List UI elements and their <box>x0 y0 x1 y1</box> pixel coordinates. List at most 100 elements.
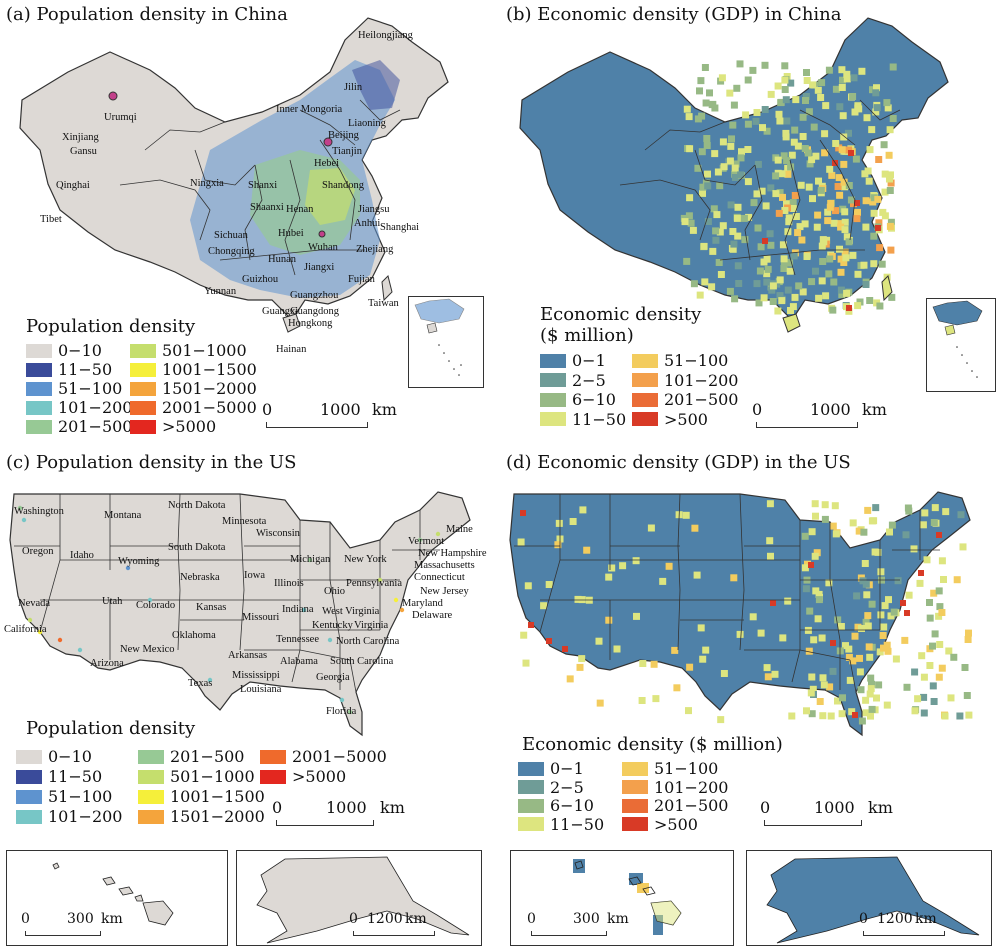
pop-spot <box>17 505 23 511</box>
china-label: Anhui <box>354 218 380 229</box>
econ-cell <box>868 600 876 608</box>
econ-cell <box>864 167 872 175</box>
econ-cell <box>860 261 868 269</box>
econ-cell <box>802 97 809 104</box>
econ-cell <box>829 522 837 530</box>
econ-cell <box>863 591 871 599</box>
pop-spot <box>27 617 33 623</box>
us-label: Vermont <box>408 536 444 547</box>
econ-cell <box>853 592 861 600</box>
econ-cell <box>709 100 717 108</box>
econ-cell <box>842 642 849 650</box>
econ-cell <box>633 612 640 620</box>
econ-cell <box>781 76 789 84</box>
econ-cell <box>759 124 766 132</box>
econ-cell <box>860 528 868 536</box>
econ-cell <box>883 701 891 709</box>
econ-cell <box>792 96 800 104</box>
econ-cell <box>799 288 807 296</box>
econ-cell <box>689 226 697 234</box>
econ-cell <box>847 196 855 204</box>
econ-cell <box>579 506 587 514</box>
econ-cell <box>813 223 821 231</box>
econ-cell <box>947 694 955 702</box>
econ-cell <box>709 247 717 255</box>
econ-cell <box>781 62 789 70</box>
pop-spot <box>339 697 345 703</box>
econ-cell <box>769 298 777 305</box>
econ-cell <box>931 630 939 638</box>
econ-cell <box>849 519 857 527</box>
econ-cell <box>763 270 771 278</box>
econ-cell <box>734 203 742 211</box>
econ-cell <box>815 596 823 604</box>
econ-cell <box>768 286 776 294</box>
econ-cell <box>856 298 864 306</box>
us-label: Maryland <box>402 598 444 609</box>
pop-legend-c-item: 201−500 <box>138 748 244 766</box>
econ-cell <box>566 675 574 683</box>
econ-cell <box>905 591 913 599</box>
econ-cell <box>889 63 897 71</box>
china-label: Guangxi <box>262 306 298 317</box>
econ-cell <box>873 104 881 112</box>
econ-cell <box>887 218 895 226</box>
china-label: Zhejiang <box>356 244 394 255</box>
econ-cell <box>840 259 848 266</box>
econ-cell <box>926 599 933 606</box>
econ-cell <box>665 562 673 570</box>
econ-cell <box>880 141 888 149</box>
econ-cell <box>789 303 797 311</box>
econ-cell <box>771 670 779 678</box>
pop-legend-c-item: 11−50 <box>16 768 102 786</box>
us-label: New Hampshire <box>418 548 487 559</box>
econ-cell <box>875 156 883 163</box>
econ-cell <box>838 66 846 74</box>
econ-cell <box>791 293 799 301</box>
econ-hotspot <box>936 532 942 538</box>
econ-legend-d-swatch <box>622 798 648 813</box>
state-border <box>244 649 351 661</box>
econ-cell <box>619 562 627 570</box>
econ-cell <box>877 568 885 576</box>
econ-cell <box>892 655 900 663</box>
china-label: Jiangxi <box>304 262 334 273</box>
econ-cell <box>818 79 826 87</box>
us-label: Idaho <box>70 550 94 561</box>
alaska-inset-c: 0 1200 km <box>236 850 482 946</box>
econ-cell <box>819 712 827 720</box>
econ-cell <box>741 236 749 244</box>
econ-cell <box>953 576 961 584</box>
econ-cell <box>840 160 848 168</box>
econ-cell <box>801 564 809 572</box>
econ-cell <box>849 251 857 259</box>
econ-cell <box>862 281 870 288</box>
econ-cell <box>764 265 772 273</box>
econ-cell <box>873 84 880 92</box>
econ-cell <box>801 145 809 152</box>
china-label: Hebei <box>314 158 339 169</box>
econ-cell <box>788 712 796 720</box>
econ-cell <box>822 102 830 110</box>
pop-legend-c-item: 101−200 <box>16 808 122 826</box>
econ-cell <box>803 69 810 76</box>
pop-legend-a-swatch <box>130 400 156 415</box>
econ-cell <box>863 114 871 122</box>
us-label: Montana <box>104 510 142 521</box>
econ-cell <box>716 228 724 236</box>
econ-cell <box>776 189 784 197</box>
econ-cell <box>578 655 586 663</box>
us-label: Massachusetts <box>414 560 475 571</box>
econ-cell <box>842 254 850 262</box>
econ-cell <box>965 711 973 719</box>
econ-legend-b-item: 6−10 <box>540 391 616 409</box>
econ-cell <box>920 693 928 701</box>
econ-cell <box>731 164 739 172</box>
econ-cell <box>555 519 563 527</box>
econ-hotspot <box>770 600 776 606</box>
econ-cell <box>821 149 829 157</box>
pop-legend-a-swatch <box>130 343 156 358</box>
econ-cell <box>784 286 792 294</box>
econ-cell <box>784 170 792 178</box>
econ-cell <box>950 653 958 661</box>
